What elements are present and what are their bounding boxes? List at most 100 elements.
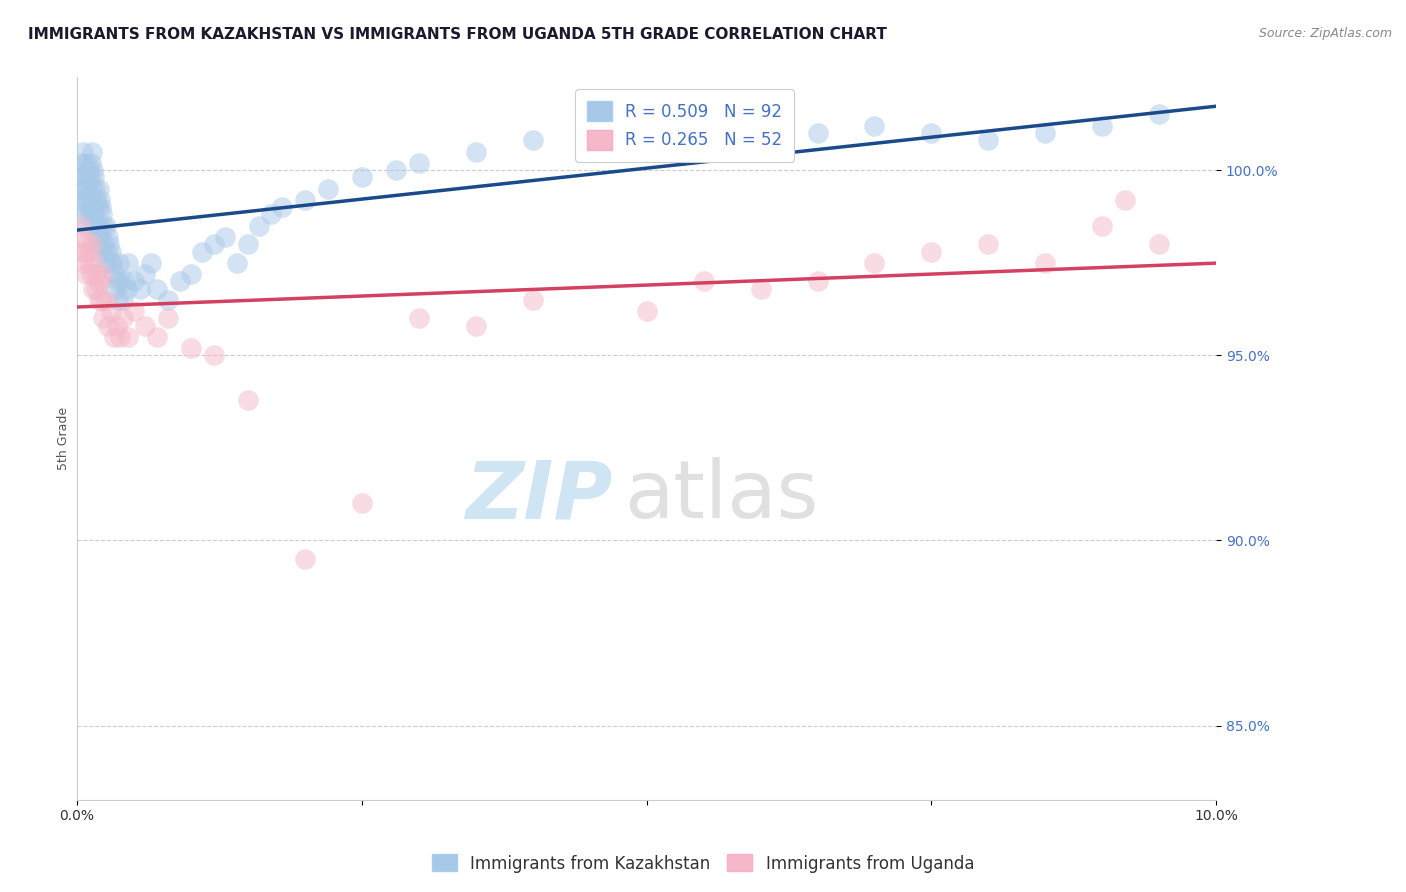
Point [1147,107,1170,121]
Point [117,330,139,344]
Point [86,200,108,214]
Point [191,244,214,259]
Point [350,170,373,185]
Point [105,318,128,333]
Point [83,170,105,185]
Point [70,193,93,207]
Point [316,181,339,195]
Point [70,244,93,259]
Point [91,311,114,326]
Text: IMMIGRANTS FROM KAZAKHSTAN VS IMMIGRANTS FROM UGANDA 5TH GRADE CORRELATION CHART: IMMIGRANTS FROM KAZAKHSTAN VS IMMIGRANTS… [28,27,887,42]
Point [77,200,100,214]
Point [214,229,236,244]
Point [89,274,111,288]
Point [73,163,96,178]
Text: ZIP: ZIP [465,458,613,535]
Point [107,293,129,307]
Point [79,170,101,185]
Point [83,255,105,269]
Point [236,392,259,407]
Point [80,193,103,207]
Point [79,207,101,221]
Point [72,229,94,244]
Point [806,126,828,140]
Point [108,255,131,269]
Point [134,267,156,281]
Point [86,237,108,252]
Point [247,219,270,233]
Point [100,244,122,259]
Point [385,163,408,178]
Point [157,311,180,326]
Point [157,293,180,307]
Point [863,255,886,269]
Point [692,274,714,288]
Point [91,219,114,233]
Point [77,163,100,178]
Point [72,145,94,159]
Point [84,267,107,281]
Point [75,193,97,207]
Point [522,133,544,147]
Point [86,274,108,288]
Point [96,244,118,259]
Point [146,330,169,344]
Point [271,200,294,214]
Point [75,170,97,185]
Point [1033,255,1056,269]
Point [100,303,122,318]
Point [98,255,121,269]
Point [90,293,112,307]
Point [1147,237,1170,252]
Point [91,244,114,259]
Point [180,267,202,281]
Point [94,255,117,269]
Point [1091,219,1114,233]
Point [114,274,136,288]
Point [90,237,112,252]
Point [76,237,98,252]
Point [122,303,145,318]
Point [82,163,104,178]
Point [169,274,191,288]
Point [105,274,128,288]
Point [76,181,98,195]
Point [350,496,373,510]
Point [1114,193,1136,207]
Point [75,244,97,259]
Point [86,282,108,296]
Point [87,181,110,195]
Point [76,219,98,233]
Point [134,318,156,333]
Point [408,311,430,326]
Point [80,181,103,195]
Point [75,267,97,281]
Point [70,155,93,169]
Point [94,293,117,307]
Point [69,219,91,233]
Point [110,330,132,344]
Point [98,237,121,252]
Point [115,282,138,296]
Point [920,126,942,140]
Point [122,274,145,288]
Point [749,133,772,147]
Point [141,255,163,269]
Y-axis label: 5th Grade: 5th Grade [58,407,70,470]
Point [90,200,112,214]
Point [87,219,110,233]
Point [79,244,101,259]
Point [117,255,139,269]
Point [75,155,97,169]
Point [636,303,658,318]
Point [146,282,169,296]
Point [977,133,1000,147]
Point [260,207,283,221]
Point [225,255,247,269]
Point [1033,126,1056,140]
Legend: Immigrants from Kazakhstan, Immigrants from Uganda: Immigrants from Kazakhstan, Immigrants f… [425,847,981,880]
Point [84,181,107,195]
Point [202,348,225,362]
Legend: R = 0.509   N = 92, R = 0.265   N = 52: R = 0.509 N = 92, R = 0.265 N = 52 [575,89,794,161]
Point [101,255,124,269]
